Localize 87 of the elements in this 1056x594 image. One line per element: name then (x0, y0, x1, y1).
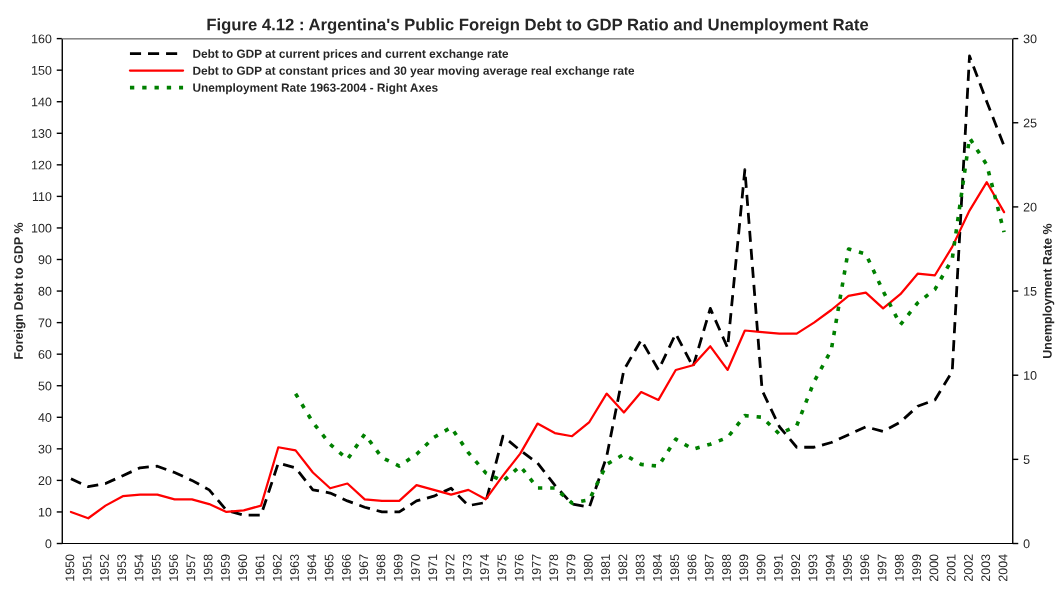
x-tick-label: 1987 (704, 554, 714, 581)
x-tick-label: 1982 (618, 554, 628, 581)
y2-tick-label: 20 (1023, 202, 1037, 212)
y-tick-label: 70 (38, 318, 52, 328)
x-tick-label: 1989 (739, 554, 749, 581)
line-series (69, 181, 1006, 520)
x-tick-label: 1984 (652, 554, 662, 581)
x-tick-label: 1970 (411, 554, 420, 581)
y2-tick-label: 10 (1024, 371, 1037, 380)
y-tick-label: 80 (38, 286, 52, 296)
y-tick-label: 150 (31, 65, 52, 75)
x-tick-label: 1991 (773, 554, 783, 581)
x-tick-label: 1995 (843, 554, 852, 581)
x-tick-label: 1998 (894, 554, 904, 581)
x-tick-label: 1954 (134, 554, 144, 581)
x-tick-label: 1988 (722, 554, 731, 581)
x-tick-label: 1960 (238, 554, 248, 581)
x-tick-label: 1962 (272, 554, 282, 581)
x-tick-label: 1980 (583, 554, 593, 581)
x-tick-label: 2001 (946, 554, 956, 582)
legend-label: Debt to GDP at constant prices and 30 year moving average real exchange rate (193, 66, 635, 78)
y-tick-label: 60 (38, 349, 52, 359)
chart-title: Figure 4.12 : Argentina's Public Foreign Debt to GDP Ratio and Unemployment Rate (207, 18, 869, 34)
y-tick-label: 130 (31, 129, 52, 138)
x-tick-label: 1972 (445, 554, 455, 581)
x-tick-label: 1964 (307, 554, 317, 581)
y2-tick-label: 25 (1023, 118, 1037, 128)
x-tick-label: 2003 (981, 554, 991, 582)
y-axis-title: Foreign Debt to GDP % (13, 222, 26, 359)
y2-tick-label: 15 (1024, 286, 1037, 296)
x-tick-label: 2004 (998, 554, 1008, 582)
x-tick-label: 1969 (393, 554, 403, 581)
x-tick-label: 1975 (497, 554, 507, 581)
y-tick-label: 90 (38, 255, 52, 265)
x-tick-label: 1990 (756, 554, 766, 581)
line-series (293, 136, 1006, 505)
x-tick-label: 1999 (912, 554, 922, 581)
x-tick-label: 2002 (964, 554, 973, 582)
y-tick-label: 10 (38, 507, 52, 517)
x-tick-label: 1958 (203, 554, 213, 581)
x-tick-label: 1961 (255, 554, 265, 581)
legend-label: Unemployment Rate 1963-2004 - Right Axes (193, 83, 438, 95)
y-tick-label: 50 (38, 381, 52, 391)
x-tick-label: 1955 (151, 554, 161, 581)
y-tick-label: 120 (31, 160, 52, 170)
x-tick-label: 1966 (341, 554, 351, 581)
y-tick-label: 110 (32, 192, 52, 202)
y-tick-label: 40 (38, 413, 52, 422)
x-tick-label: 1976 (514, 554, 524, 581)
y-tick-label: 100 (31, 223, 52, 233)
x-tick-label: 1973 (462, 554, 472, 581)
x-tick-label: 1957 (186, 554, 196, 581)
y-tick-label: 30 (38, 444, 52, 454)
x-tick-label: 1963 (290, 554, 299, 581)
x-tick-label: 1992 (791, 554, 801, 581)
x-tick-label: 1977 (532, 554, 541, 581)
x-tick-label: 1967 (359, 554, 369, 581)
x-tick-label: 1959 (220, 554, 230, 581)
x-tick-label: 1950 (65, 554, 75, 581)
x-tick-label: 1971 (428, 554, 438, 581)
x-tick-label: 1956 (169, 554, 178, 581)
y-tick-label: 0 (45, 539, 52, 549)
y2-axis-title: Unemployment Rate % (1042, 223, 1055, 359)
x-tick-label: 1951 (82, 554, 92, 581)
x-tick-label: 1986 (687, 554, 697, 581)
x-tick-label: 1974 (480, 554, 490, 581)
y2-tick-label: 5 (1023, 455, 1030, 465)
x-tick-label: 1965 (324, 554, 334, 581)
y2-tick-label: 0 (1023, 539, 1030, 549)
y-tick-label: 140 (31, 97, 52, 107)
y2-tick-label: 30 (1023, 34, 1037, 44)
x-tick-label: 1997 (877, 554, 887, 581)
x-tick-label: 2000 (929, 554, 939, 582)
x-tick-label: 1978 (549, 554, 559, 581)
x-tick-label: 1968 (376, 554, 386, 581)
x-tick-label: 1953 (117, 554, 127, 581)
x-tick-label: 1993 (808, 554, 818, 581)
legend-label: Debt to GDP at current prices and current exchange rate (193, 49, 509, 61)
x-tick-label: 1994 (825, 554, 835, 581)
x-tick-label: 1983 (635, 554, 645, 581)
x-tick-label: 1981 (601, 554, 610, 581)
x-tick-label: 1985 (670, 554, 680, 581)
x-tick-label: 1952 (100, 554, 109, 581)
y-tick-label: 20 (38, 476, 52, 486)
y-tick-label: 160 (31, 34, 52, 44)
x-tick-label: 1979 (566, 554, 576, 581)
x-tick-label: 1996 (860, 554, 870, 581)
